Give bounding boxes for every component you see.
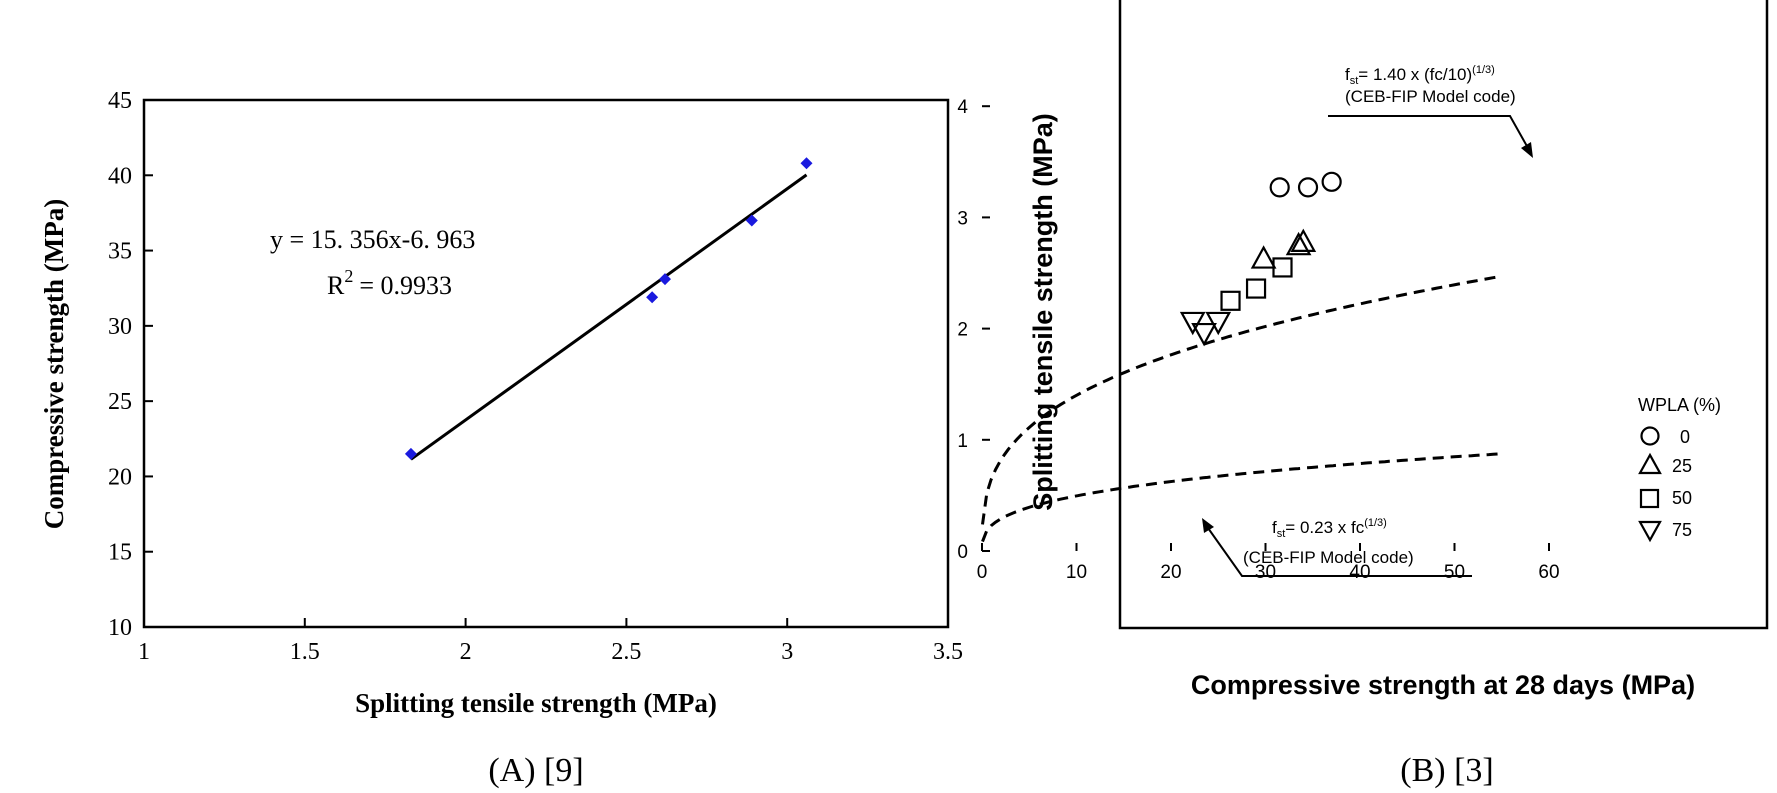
panel-b-x-axis-label: Compressive strength at 28 days (MPa) — [1191, 670, 1695, 700]
panel-a-data-point — [800, 157, 813, 170]
legend-marker-triangle-up — [1638, 452, 1662, 475]
panel-a-y-tick-label: 20 — [108, 464, 132, 490]
panel-a-y-tick-label: 45 — [108, 88, 132, 114]
panel-a-x-tick-label: 1.5 — [290, 639, 320, 665]
panel-a-data-point — [646, 291, 659, 304]
panel-a-plot-frame — [142, 98, 950, 629]
panel-b-ticks: 0 10 20 30 40 50 60 0 1 2 3 4 — [957, 97, 1559, 583]
panel-a-y-tick-label: 35 — [108, 239, 132, 265]
panel-b-y-tick-label: 3 — [957, 208, 968, 229]
panel-b-y-tick-label: 2 — [957, 320, 968, 341]
panel-b-legend-label-25: 25 — [1672, 456, 1692, 476]
panel-b-legend-label-50: 50 — [1672, 488, 1692, 508]
panel-b-label: (B) [3] — [1400, 752, 1493, 789]
panel-a-y-tick-label: 40 — [108, 163, 132, 189]
panel-a-y-tick-label: 30 — [108, 314, 132, 340]
panel-b-x-tick-label: 20 — [1160, 562, 1181, 583]
panel-b-upper-formula: fst= 1.40 x (fc/10)(1/3) — [1345, 64, 1495, 87]
panel-a-y-tick-label: 15 — [108, 540, 132, 566]
panel-b-legend: WPLA (%) 0 25 50 75 — [1638, 395, 1721, 543]
panel-a-x-tick-label: 1 — [138, 639, 150, 665]
panel-b-x-tick-label: 30 — [1255, 562, 1276, 583]
panel-b-point-square — [1245, 278, 1267, 299]
panel-b-y-axis-label: Splitting tensile strength (MPa) — [1028, 113, 1058, 511]
panel-a-y-tick-label: 10 — [108, 615, 132, 641]
panel-b-x-tick-label: 10 — [1066, 562, 1087, 583]
panel-b-point-square — [1272, 257, 1293, 278]
panel-a-y-tick-label: 25 — [108, 389, 132, 415]
panel-b-lower-formula: fst= 0.23 x fc(1/3) — [1272, 517, 1387, 540]
panel-b-curve-lower — [981, 452, 1502, 543]
panel-b-point-square — [1220, 290, 1241, 311]
legend-marker-square — [1639, 488, 1660, 509]
panel-b-y-tick-label: 4 — [957, 97, 968, 118]
panel-a-label: (A) [9] — [488, 752, 583, 789]
panel-b-x-tick-label: 40 — [1349, 562, 1370, 583]
panel-a-x-tick-label: 2.5 — [611, 639, 641, 665]
panel-b-plot-frame — [1118, 0, 1769, 630]
panel-b-point-triangle-down — [1179, 311, 1206, 336]
panel-b-legend-label-0: 0 — [1680, 427, 1690, 447]
panel-a-fit-line — [410, 173, 808, 461]
panel-b-upper-note: (CEB-FIP Model code) — [1345, 87, 1516, 106]
panel-b-lower-arrowhead — [1202, 518, 1214, 533]
panel-a-points — [404, 157, 813, 460]
legend-marker-circle — [1640, 426, 1660, 446]
panel-a-data-point — [404, 447, 417, 460]
panel-b-lower-leader — [1207, 527, 1472, 577]
legend-marker-triangle-down — [1638, 520, 1662, 543]
panel-b: 0 10 20 30 40 50 60 0 1 2 3 4 fst= 1.40 x (fc/10)(1… — [957, 0, 1769, 789]
panel-b-x-tick-label: 60 — [1538, 562, 1559, 583]
panel-b-point-triangle-down — [1191, 322, 1217, 347]
panel-b-y-tick-label: 0 — [957, 542, 968, 563]
panel-b-x-tick-label: 50 — [1444, 562, 1465, 583]
panel-a-r-squared: R2 = 0.9933 — [327, 266, 452, 300]
panel-b-point-triangle-up — [1290, 228, 1317, 252]
panel-b-lower-note: (CEB-FIP Model code) — [1243, 548, 1414, 567]
panel-b-legend-title: WPLA (%) — [1638, 395, 1721, 415]
panel-b-point-triangle-down — [1205, 311, 1232, 336]
panel-a-data-point — [658, 273, 671, 286]
panel-a: 1 1.5 2 2.5 3 3.5 10 15 20 25 30 35 40 45 y = 15. 356… — [39, 88, 963, 789]
panel-b-point-triangle-up — [1285, 231, 1312, 256]
panel-b-points — [1179, 171, 1342, 347]
panel-b-point-circle — [1321, 171, 1342, 192]
panel-b-x-tick-label: 0 — [977, 562, 988, 583]
panel-b-legend-label-75: 75 — [1672, 520, 1692, 540]
panel-b-point-circle — [1297, 177, 1319, 198]
panel-a-y-axis-label: Compressive strength (MPa) — [39, 199, 69, 529]
panel-b-point-triangle-up — [1250, 245, 1277, 269]
panel-b-point-circle — [1269, 177, 1290, 198]
panel-a-data-point — [745, 214, 758, 227]
panel-a-ticks: 1 1.5 2 2.5 3 3.5 10 15 20 25 30 35 40 45 — [108, 88, 963, 665]
panel-a-equation: y = 15. 356x-6. 963 — [270, 225, 475, 254]
panel-b-upper-leader — [1328, 115, 1529, 149]
panel-a-x-axis-label: Splitting tensile strength (MPa) — [355, 688, 717, 718]
panel-a-x-tick-label: 2 — [460, 639, 472, 665]
panel-b-upper-arrowhead — [1521, 142, 1533, 158]
panel-b-curve-upper — [981, 274, 1503, 525]
panel-a-x-tick-label: 3 — [781, 639, 793, 665]
panel-a-x-tick-label: 3.5 — [933, 639, 963, 665]
panel-b-y-tick-label: 1 — [957, 431, 968, 452]
